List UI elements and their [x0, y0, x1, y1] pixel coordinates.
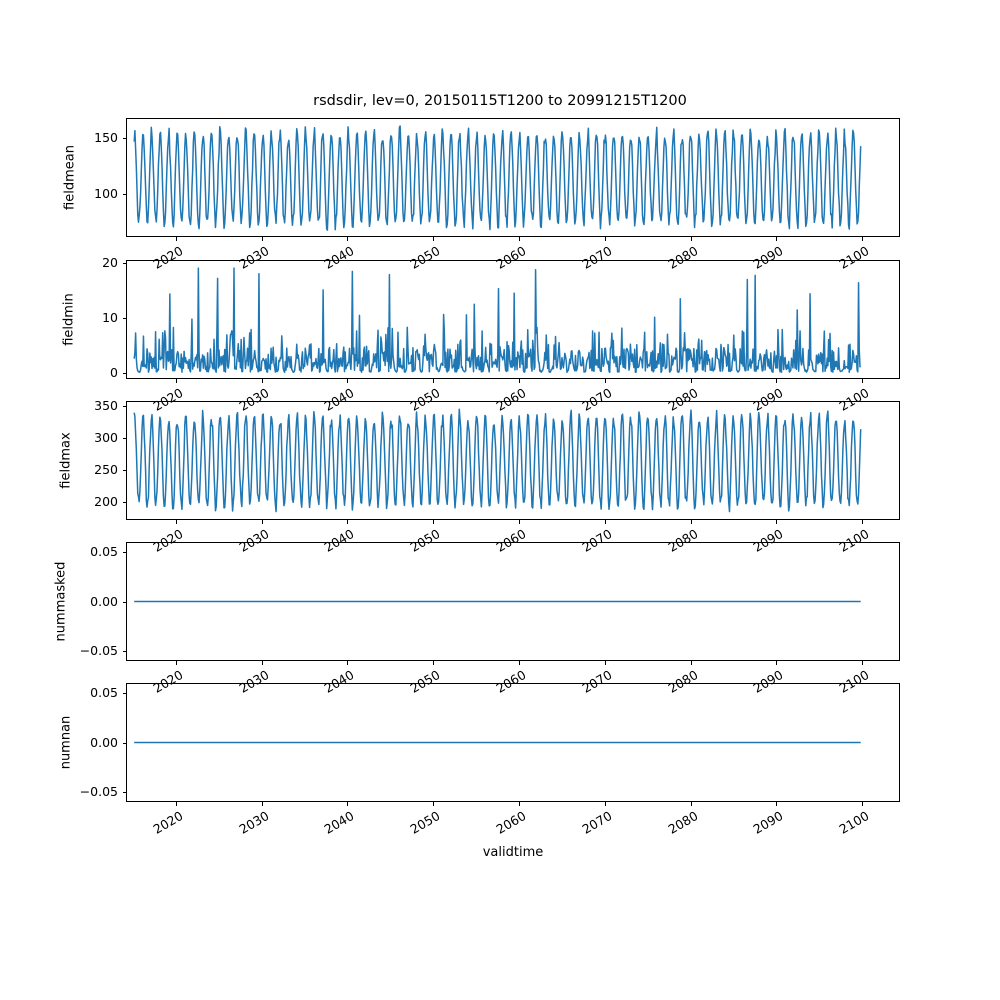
plot-line-fieldmax [127, 402, 899, 519]
xtick-mark [862, 520, 864, 524]
ytick-mark [122, 318, 126, 320]
xtick-mark [776, 520, 778, 524]
ytick-label: 0.05 [90, 684, 118, 700]
xtick-mark [433, 661, 435, 665]
xtick-mark [604, 802, 606, 806]
xtick-mark [175, 802, 177, 806]
ytick-label: 0.05 [90, 543, 118, 559]
xtick-mark [862, 379, 864, 383]
xtick-mark [519, 520, 520, 524]
xtick-mark [433, 237, 435, 241]
xtick-mark [690, 802, 692, 806]
ytick-label: −0.05 [79, 784, 118, 800]
xtick-mark [519, 802, 520, 806]
plot-line-numnan [127, 684, 899, 801]
ytick-mark [122, 406, 126, 408]
ytick-mark [122, 373, 126, 375]
subplot-fieldmean [126, 118, 900, 237]
ytick-mark [122, 792, 126, 794]
ytick-mark [122, 692, 126, 694]
ytick-label: 300 [94, 430, 118, 446]
xtick-mark [862, 661, 864, 665]
subplot-fieldmax [126, 401, 900, 520]
ytick-mark [122, 601, 126, 603]
xtick-mark [690, 520, 692, 524]
plot-line-nummasked [127, 543, 899, 660]
xtick-mark [862, 802, 864, 806]
ytick-label: 100 [94, 186, 118, 202]
xtick-mark [347, 661, 349, 665]
xtick-mark [519, 237, 520, 241]
xtick-mark [261, 661, 263, 665]
xtick-mark [347, 237, 349, 241]
ytick-mark [122, 470, 126, 472]
ytick-label: 10 [102, 310, 118, 326]
xtick-mark [604, 520, 606, 524]
ytick-label: 20 [102, 255, 118, 271]
ytick-label: 200 [94, 494, 118, 510]
xtick-mark [261, 379, 263, 383]
xtick-mark [175, 237, 177, 241]
figure-title: rsdsdir, lev=0, 20150115T1200 to 2099121… [313, 93, 687, 109]
ytick-mark [122, 502, 126, 504]
ytick-label: 0 [110, 365, 118, 381]
plot-line-fieldmean [127, 119, 899, 236]
ytick-label: 150 [94, 130, 118, 146]
subplot-numnan [126, 683, 900, 802]
xtick-mark [433, 520, 435, 524]
ytick-label: −0.05 [79, 643, 118, 659]
xtick-mark [347, 520, 349, 524]
ylabel-fieldmean: fieldmean [62, 145, 78, 210]
ytick-label: 350 [94, 398, 118, 414]
xtick-mark [261, 520, 263, 524]
xtick-mark [862, 237, 864, 241]
xtick-mark [776, 661, 778, 665]
xtick-mark [175, 520, 177, 524]
xtick-mark [604, 379, 606, 383]
ytick-mark [122, 651, 126, 653]
xtick-mark [604, 237, 606, 241]
ytick-label: 250 [94, 462, 118, 478]
ytick-mark [122, 438, 126, 440]
xtick-mark [175, 379, 177, 383]
xtick-mark [261, 237, 263, 241]
ytick-mark [122, 742, 126, 744]
xtick-mark [690, 237, 692, 241]
ytick-mark [122, 194, 126, 196]
xtick-mark [519, 379, 520, 383]
xtick-mark [690, 661, 692, 665]
ytick-mark [122, 138, 126, 140]
xtick-mark [690, 379, 692, 383]
xtick-mark [776, 802, 778, 806]
plot-line-fieldmin [127, 261, 899, 378]
ytick-label: 0.00 [90, 734, 118, 750]
xtick-mark [519, 661, 520, 665]
xtick-mark [604, 661, 606, 665]
subplot-fieldmin [126, 260, 900, 379]
subplot-nummasked [126, 542, 900, 661]
xtick-mark [175, 661, 177, 665]
xtick-mark [347, 802, 349, 806]
xtick-mark [776, 237, 778, 241]
ytick-mark [122, 263, 126, 265]
ytick-mark [122, 551, 126, 553]
xtick-mark [261, 802, 263, 806]
xtick-mark [433, 379, 435, 383]
xtick-mark [347, 379, 349, 383]
ytick-label: 0.00 [90, 593, 118, 609]
xaxis-label: validtime [482, 845, 544, 860]
xtick-mark [433, 802, 435, 806]
xtick-mark [776, 379, 778, 383]
